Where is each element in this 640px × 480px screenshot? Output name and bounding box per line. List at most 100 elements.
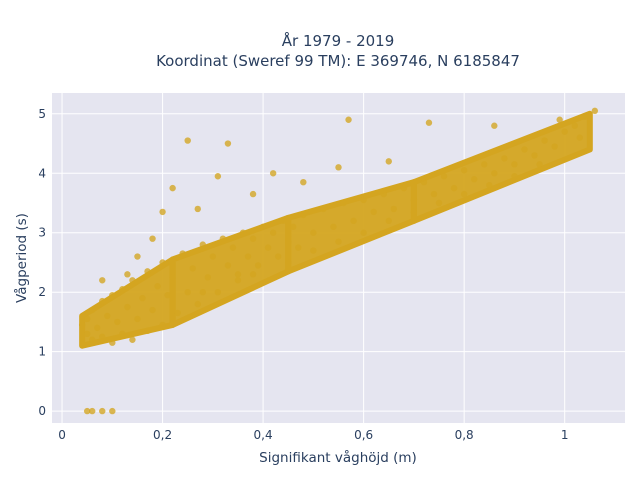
data-point	[174, 309, 181, 317]
data-point	[430, 190, 438, 198]
data-point	[300, 211, 307, 219]
data-point	[264, 244, 272, 251]
data-point	[169, 274, 176, 281]
data-point	[460, 167, 468, 174]
y-axis-title: Vågperiod (s)	[13, 213, 30, 303]
data-point	[521, 146, 528, 153]
data-point	[340, 199, 347, 207]
data-point	[224, 140, 232, 147]
data-point	[134, 253, 141, 260]
data-point	[159, 208, 166, 216]
data-point	[239, 229, 247, 236]
data-point	[194, 300, 201, 308]
data-point	[486, 181, 493, 189]
data-point	[94, 324, 101, 332]
data-point	[410, 196, 418, 204]
data-point	[83, 315, 91, 323]
data-point	[511, 173, 518, 180]
data-point	[435, 199, 443, 207]
data-point	[370, 208, 377, 216]
chart-title-line2: Koordinat (Sweref 99 TM): E 369746, N 61…	[156, 52, 520, 70]
data-point	[199, 288, 206, 296]
data-point	[229, 244, 237, 251]
data-point	[83, 330, 91, 338]
data-point	[290, 223, 297, 230]
data-point	[556, 116, 563, 123]
data-point	[184, 137, 191, 144]
data-point	[561, 128, 568, 135]
x-tick-label: 0,6	[354, 428, 373, 442]
data-point	[159, 321, 166, 329]
data-point	[124, 271, 131, 278]
data-point	[179, 250, 186, 257]
data-point	[129, 336, 136, 343]
data-point	[194, 205, 201, 213]
data-point	[204, 274, 212, 281]
x-axis-title: Signifikant våghöjd (m)	[259, 449, 417, 466]
data-point	[295, 244, 302, 251]
x-tick-label: 0	[58, 428, 66, 442]
data-point	[99, 297, 106, 305]
data-point	[345, 116, 352, 123]
data-point	[335, 164, 342, 171]
data-point	[320, 205, 327, 213]
data-point	[214, 173, 222, 180]
y-tick-label: 3	[38, 226, 46, 240]
points-layer	[78, 107, 599, 415]
x-tick-label: 0,8	[455, 428, 474, 442]
data-point	[129, 277, 136, 284]
data-point	[144, 327, 151, 335]
data-point	[460, 190, 468, 198]
data-point	[536, 161, 543, 168]
data-point	[310, 247, 317, 254]
data-point	[541, 137, 548, 144]
data-point	[501, 155, 508, 162]
data-point	[471, 176, 478, 183]
data-point	[104, 312, 111, 320]
data-point	[274, 253, 282, 260]
data-point	[109, 339, 116, 346]
data-point	[119, 330, 126, 338]
data-point	[99, 407, 106, 415]
data-point	[89, 306, 96, 314]
data-point	[511, 161, 518, 168]
data-point	[425, 119, 433, 126]
data-point	[99, 277, 106, 284]
data-point	[571, 122, 578, 129]
data-point	[78, 321, 86, 329]
data-point	[576, 134, 583, 141]
data-point	[149, 306, 156, 314]
data-point	[285, 238, 292, 245]
y-tick-label: 0	[38, 404, 46, 418]
data-point	[420, 178, 428, 186]
data-point	[531, 152, 538, 159]
x-tick-labels: 0 0,2 0,4 0,6 0,8 1	[58, 428, 568, 442]
data-point	[199, 241, 206, 248]
data-point	[234, 277, 242, 284]
data-point	[139, 294, 146, 302]
data-point	[219, 235, 227, 242]
data-point	[491, 170, 498, 177]
data-point	[360, 229, 367, 236]
data-point	[581, 113, 588, 120]
data-point	[591, 107, 599, 115]
data-point	[310, 229, 317, 236]
data-point	[385, 158, 392, 165]
data-point	[134, 315, 141, 323]
data-point	[119, 286, 126, 293]
data-point	[114, 318, 121, 326]
data-point	[249, 271, 257, 278]
data-point	[209, 253, 217, 260]
data-point	[224, 262, 232, 269]
data-point	[99, 333, 106, 340]
data-point	[149, 235, 156, 242]
x-tick-label: 0,2	[153, 428, 172, 442]
data-point	[189, 265, 196, 272]
data-point	[330, 223, 337, 230]
data-point	[214, 288, 222, 296]
x-tick-label: 1	[561, 428, 569, 442]
y-tick-label: 5	[38, 107, 46, 121]
data-point	[440, 173, 448, 180]
data-point	[259, 223, 267, 230]
data-point	[280, 217, 287, 225]
